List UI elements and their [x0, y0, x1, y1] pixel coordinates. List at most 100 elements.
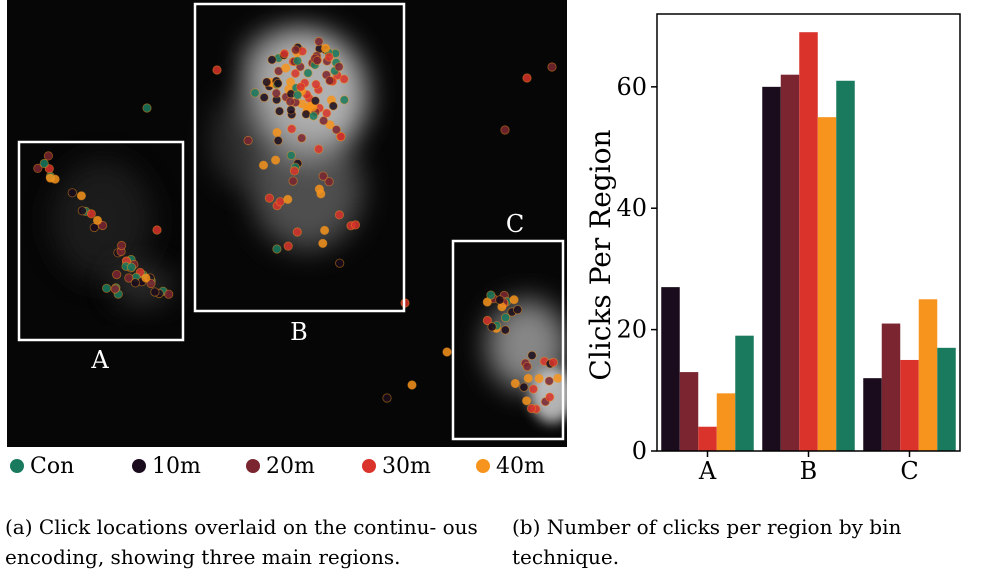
click-point [544, 376, 554, 386]
bar-C-20m [881, 323, 901, 451]
click-point [262, 77, 272, 87]
click-point [522, 361, 532, 372]
x-ticks: A B C [698, 451, 919, 485]
click-point [275, 197, 285, 207]
click-point [545, 392, 555, 402]
click-heatmap: A B C [7, 0, 567, 447]
click-point [297, 133, 307, 143]
bar-C-30m [900, 359, 919, 451]
click-point [272, 244, 282, 254]
click-point [288, 176, 298, 186]
click-point [281, 63, 291, 73]
legend-label-30m: 30m [382, 453, 431, 479]
bar-A-40m [716, 393, 736, 451]
legend-item-con: Con [10, 452, 74, 480]
region-b-label: B [290, 318, 308, 346]
bar-A-20m [679, 372, 699, 451]
click-point [487, 322, 497, 332]
bar-B-20m [780, 74, 800, 451]
region-c-label: C [506, 210, 524, 238]
bar-B-30m [799, 32, 818, 451]
legend-item-40m: 40m [476, 452, 545, 480]
click-point [273, 78, 283, 89]
y-tick-label: 20 [616, 316, 647, 344]
click-point [521, 396, 532, 406]
x-tick-label: B [800, 457, 818, 485]
click-point [510, 378, 520, 389]
legend-dot-con [10, 459, 24, 473]
click-point [110, 284, 120, 294]
click-point [112, 269, 122, 280]
legend-dot-40m [476, 459, 490, 473]
legend-item-30m: 30m [362, 452, 431, 480]
click-point [283, 241, 293, 251]
caption-b: (b) Number of clicks per region by bin t… [512, 515, 902, 569]
click-point [407, 380, 417, 390]
click-point [150, 287, 160, 297]
legend-label-con: Con [30, 453, 75, 479]
click-point [339, 95, 349, 105]
bar-B-40m [817, 117, 837, 452]
click-point [482, 315, 492, 326]
caption-a: (a) Click locations overlaid on the cont… [5, 515, 478, 569]
click-point [500, 312, 511, 323]
click-point [548, 357, 559, 367]
click-point [334, 62, 344, 72]
legend: Con 10m 20m 30m 40m [10, 452, 570, 480]
click-point [301, 109, 311, 119]
click-point [311, 79, 321, 89]
click-point [334, 210, 344, 220]
heatmap-canvas: A B C [7, 0, 567, 447]
click-point [243, 135, 253, 146]
bars [661, 32, 956, 452]
y-axis-label: Clicks Per Region [584, 129, 617, 380]
bar-B-Con [836, 80, 855, 451]
click-point [285, 77, 296, 87]
region-c-box [451, 239, 565, 441]
click-point [250, 88, 260, 98]
click-point [286, 105, 296, 115]
click-point [547, 62, 557, 72]
click-point [258, 160, 269, 170]
legend-label-10m: 10m [152, 453, 201, 479]
click-point [513, 305, 523, 315]
click-points [33, 36, 563, 414]
click-point [382, 393, 392, 403]
legend-item-20m: 20m [246, 452, 315, 480]
click-point [290, 68, 300, 79]
click-point [523, 373, 533, 383]
click-point [117, 240, 127, 251]
click-point [45, 173, 56, 183]
bar-C-10m [863, 378, 882, 451]
click-point [152, 225, 162, 235]
click-point [319, 225, 330, 235]
click-point [526, 403, 537, 414]
click-point [267, 55, 277, 65]
click-point [509, 295, 519, 305]
click-point [285, 97, 295, 107]
click-point [528, 384, 539, 394]
bar-C-Con [937, 347, 956, 451]
click-point [331, 125, 341, 135]
click-point [318, 116, 329, 126]
legend-dot-10m [132, 459, 146, 473]
click-point [86, 209, 96, 219]
click-point [164, 289, 174, 299]
click-point [264, 193, 274, 203]
click-point [442, 347, 452, 357]
region-a-box [17, 140, 185, 342]
click-point [320, 43, 331, 54]
click-point [142, 103, 152, 113]
click-point [272, 127, 282, 138]
click-point [286, 150, 296, 160]
click-point [43, 151, 54, 161]
click-point [500, 325, 510, 335]
click-point [314, 144, 324, 154]
region-a-label: A [90, 346, 109, 374]
legend-label-20m: 20m [266, 453, 315, 479]
region-b-box [193, 2, 406, 313]
y-tick-label: 0 [632, 437, 647, 465]
click-point [522, 73, 532, 83]
click-point [33, 163, 43, 173]
click-point [126, 262, 137, 272]
